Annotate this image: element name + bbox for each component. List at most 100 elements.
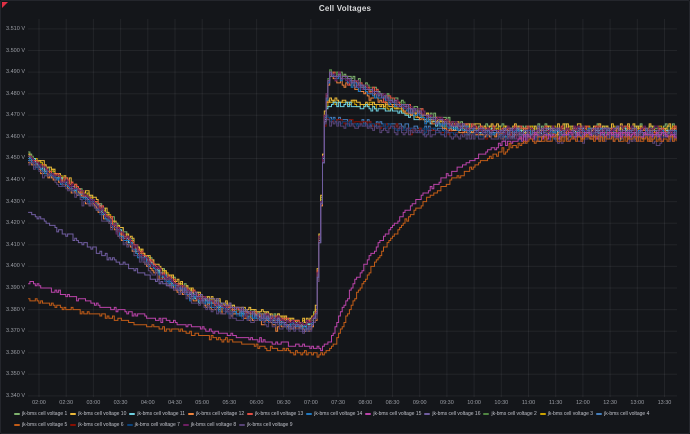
legend-item-cell-8[interactable]: jk-bms cell voltage 8: [182, 421, 237, 428]
x-axis-tick-label: 12:00: [576, 400, 590, 406]
y-axis-tick-label: 3.470 V: [6, 112, 25, 119]
series-color-swatch: [129, 412, 136, 415]
series-color-swatch: [247, 412, 254, 415]
series-color-swatch: [126, 423, 133, 426]
x-axis-tick-label: 06:30: [276, 400, 291, 406]
x-axis-tick-label: 04:00: [140, 400, 155, 406]
x-axis-tick-label: 09:00: [412, 400, 427, 406]
y-axis-tick-label: 3.460 V: [6, 133, 25, 140]
legend-item-cell-5[interactable]: jk-bms cell voltage 5: [14, 422, 67, 428]
x-axis-tick-label: 02:00: [32, 400, 46, 406]
legend-item-cell-13[interactable]: jk-bms cell voltage 13: [247, 411, 303, 417]
legend-item-cell-3[interactable]: jk-bms cell voltage 3: [539, 410, 594, 417]
x-axis-tick-label: 06:00: [249, 400, 264, 406]
y-axis-tick-label: 3.360 V: [6, 349, 25, 356]
legend-label: jk-bms cell voltage 16: [432, 410, 481, 417]
legend: jk-bms cell voltage 1 jk-bms cell voltage…: [14, 408, 687, 430]
y-axis-tick-label: 3.450 V: [6, 155, 25, 162]
y-axis-tick-label: 3.350 V: [6, 371, 25, 378]
legend-item-cell-15[interactable]: jk-bms cell voltage 15: [365, 411, 421, 417]
x-axis-tick-label: 07:30: [331, 400, 346, 406]
legend-item-cell-11[interactable]: jk-bms cell voltage 11: [129, 411, 185, 417]
x-axis-tick-label: 08:00: [358, 400, 373, 406]
x-axis-tick-label: 03:00: [86, 400, 101, 406]
series-color-swatch: [365, 412, 372, 415]
legend-label: jk-bms cell voltage 8: [190, 421, 237, 428]
legend-label: jk-bms cell voltage 3: [547, 410, 594, 417]
legend-item-cell-2[interactable]: jk-bms cell voltage 2: [483, 410, 537, 417]
series-line-cell-6: [28, 114, 677, 330]
legend-label: jk-bms cell voltage 14: [314, 410, 363, 417]
legend-row: jk-bms cell voltage 1 jk-bms cell voltage…: [14, 408, 687, 419]
x-axis-tick-label: 10:30: [494, 400, 509, 406]
legend-item-cell-14[interactable]: jk-bms cell voltage 14: [306, 411, 362, 417]
x-axis-tick-label: 13:30: [657, 400, 672, 406]
x-axis-tick-label: 04:30: [168, 400, 182, 406]
series-line-cell-13: [28, 71, 677, 326]
y-axis-tick-label: 3.370 V: [6, 328, 25, 335]
series-color-swatch: [596, 412, 603, 415]
panel-error-corner-icon[interactable]: [2, 2, 8, 8]
x-axis-tick-label: 11:00: [521, 400, 536, 406]
legend-label: jk-bms cell voltage 7: [134, 421, 180, 428]
legend-label: jk-bms cell voltage 10: [78, 410, 127, 417]
series-line-cell-2: [28, 69, 677, 330]
x-axis-tick-label: 05:30: [222, 400, 237, 406]
legend-label: jk-bms cell voltage 15: [373, 410, 422, 417]
legend-label: jk-bms cell voltage 1: [22, 410, 68, 417]
series-color-swatch: [483, 412, 490, 415]
x-axis-tick-label: 07:00: [304, 400, 318, 406]
legend-item-cell-10[interactable]: jk-bms cell voltage 10: [70, 411, 126, 417]
legend-item-cell-16[interactable]: jk-bms cell voltage 16: [424, 411, 480, 417]
y-axis-tick-label: 3.500 V: [6, 47, 25, 54]
series-color-swatch: [539, 412, 546, 415]
series-line-cell-14: [28, 73, 677, 332]
legend-label: jk-bms cell voltage 9: [247, 421, 293, 428]
y-axis-tick-label: 3.390 V: [6, 284, 25, 291]
legend-item-cell-7[interactable]: jk-bms cell voltage 7: [126, 421, 180, 428]
series-line-cell-4: [28, 114, 677, 330]
legend-label: jk-bms cell voltage 5: [22, 421, 68, 428]
x-axis-tick-label: 05:00: [195, 400, 210, 406]
series-color-swatch: [239, 423, 246, 426]
legend-item-cell-9[interactable]: jk-bms cell voltage 9: [239, 422, 292, 428]
legend-item-cell-12[interactable]: jk-bms cell voltage 12: [188, 411, 244, 417]
y-axis-tick-label: 3.510 V: [6, 25, 25, 32]
legend-label: jk-bms cell voltage 12: [196, 410, 245, 417]
series-color-swatch: [14, 423, 20, 426]
x-axis-tick-label: 13:00: [630, 400, 645, 406]
x-axis-tick-label: 02:30: [59, 400, 74, 406]
y-axis-tick-label: 3.440 V: [6, 177, 25, 184]
x-axis-tick-label: 09:30: [440, 400, 454, 406]
series-color-swatch: [70, 412, 77, 415]
legend-label: jk-bms cell voltage 2: [491, 410, 537, 417]
y-axis-tick-label: 3.490 V: [6, 69, 25, 76]
y-axis-tick-label: 3.340 V: [6, 392, 25, 399]
series-line-cell-12: [28, 75, 677, 332]
y-axis-tick-label: 3.420 V: [6, 220, 25, 227]
legend-item-cell-4[interactable]: jk-bms cell voltage 4: [596, 411, 649, 417]
series-line-cell-15: [28, 132, 677, 352]
legend-item-cell-6[interactable]: jk-bms cell voltage 6: [70, 421, 124, 428]
series-color-swatch: [182, 423, 189, 426]
legend-item-cell-1[interactable]: jk-bms cell voltage 1: [14, 411, 67, 417]
series-line-cell-16: [28, 71, 677, 332]
legend-label: jk-bms cell voltage 6: [78, 421, 124, 428]
x-axis-tick-label: 11:30: [549, 400, 563, 406]
series-line-cell-1: [28, 69, 677, 326]
x-axis-tick-label: 10:00: [467, 400, 481, 406]
x-axis-tick-label: 12:30: [603, 400, 617, 406]
x-axis-tick-label: 03:30: [113, 400, 128, 406]
panel-title[interactable]: Cell Voltages: [318, 4, 372, 13]
legend-label: jk-bms cell voltage 11: [137, 410, 186, 417]
y-axis-tick-label: 3.410 V: [6, 241, 25, 248]
series-color-swatch: [70, 423, 77, 426]
series-line-cell-8: [28, 71, 677, 326]
legend-label: jk-bms cell voltage 13: [255, 410, 304, 417]
x-axis-tick-label: 08:30: [385, 400, 400, 406]
y-axis-tick-label: 3.480 V: [6, 90, 25, 97]
series-line-cell-9: [28, 119, 677, 334]
series-color-swatch: [14, 412, 20, 415]
